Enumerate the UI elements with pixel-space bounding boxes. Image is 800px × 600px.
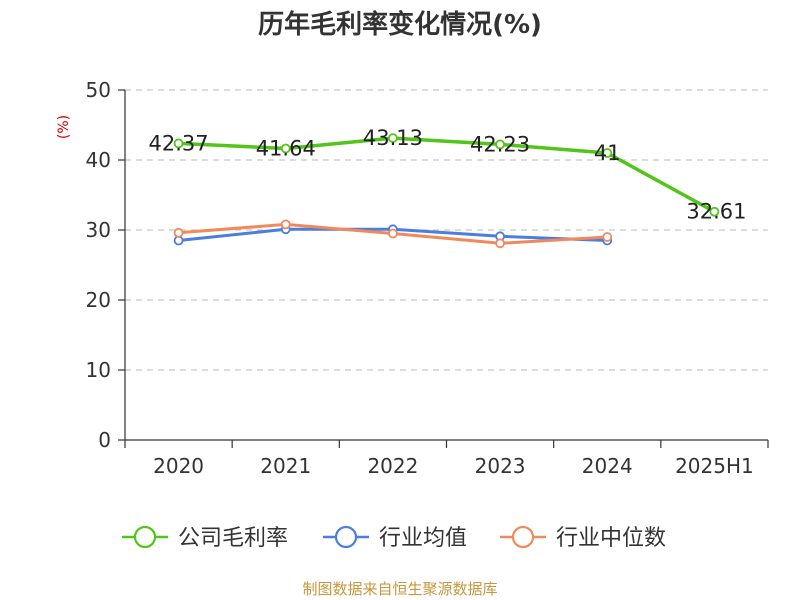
x-tick-label: 2020 <box>153 454 204 478</box>
y-tick-label: 50 <box>86 78 111 102</box>
data-point <box>709 206 720 217</box>
data-label: 32.61 <box>686 200 746 224</box>
legend-item[interactable]: 行业均值 <box>323 525 467 551</box>
legend-marker-icon <box>334 525 358 549</box>
x-tick-label: 2022 <box>367 454 418 478</box>
y-tick-label: 10 <box>86 358 111 382</box>
legend: 公司毛利率 行业均值 行业中位数 <box>122 525 666 551</box>
legend-marker-icon <box>133 525 157 549</box>
axis-layer: 0 10 20 30 40 50 2020 2021 2022 2023 2024 2025H1 <box>86 78 769 478</box>
chart-title: 历年毛利率变化情况(%) <box>258 9 542 40</box>
y-axis-label: (%) <box>56 115 72 139</box>
series-layer <box>173 133 720 249</box>
x-tick-label: 2025H1 <box>675 454 754 478</box>
legend-label: 行业均值 <box>379 526 467 551</box>
data-point <box>495 238 505 249</box>
data-label: 42.23 <box>470 132 530 156</box>
y-tick-label: 30 <box>86 218 111 242</box>
data-point <box>388 228 398 239</box>
data-point <box>602 232 613 242</box>
data-label: 41.64 <box>256 137 316 161</box>
legend-marker-icon <box>511 525 535 549</box>
data-label: 42.37 <box>149 131 209 155</box>
data-label: 43.13 <box>363 126 423 150</box>
legend-label: 行业中位数 <box>556 526 666 551</box>
grid-layer <box>125 89 768 371</box>
data-point <box>495 139 505 150</box>
legend-item[interactable]: 行业中位数 <box>500 525 666 551</box>
data-point <box>173 227 184 238</box>
x-tick-label: 2023 <box>475 454 526 478</box>
data-point <box>173 138 184 149</box>
series-line <box>178 136 716 214</box>
x-tick-label: 2021 <box>260 454 311 478</box>
legend-label: 公司毛利率 <box>178 526 288 551</box>
data-point <box>388 133 398 143</box>
legend-item[interactable]: 公司毛利率 <box>122 525 288 551</box>
data-label: 41 <box>594 141 621 165</box>
data-point <box>602 148 613 158</box>
y-tick-label: 40 <box>86 148 111 172</box>
source-note: 制图数据来自恒生聚源数据库 <box>302 580 497 598</box>
y-tick-label: 20 <box>86 288 111 312</box>
data-label-layer: 42.37 41.64 43.13 42.23 41 32.61 <box>149 126 747 224</box>
y-tick-label: 0 <box>98 428 111 452</box>
data-point <box>280 143 291 154</box>
x-tick-label: 2024 <box>582 454 633 478</box>
data-point <box>280 219 291 230</box>
